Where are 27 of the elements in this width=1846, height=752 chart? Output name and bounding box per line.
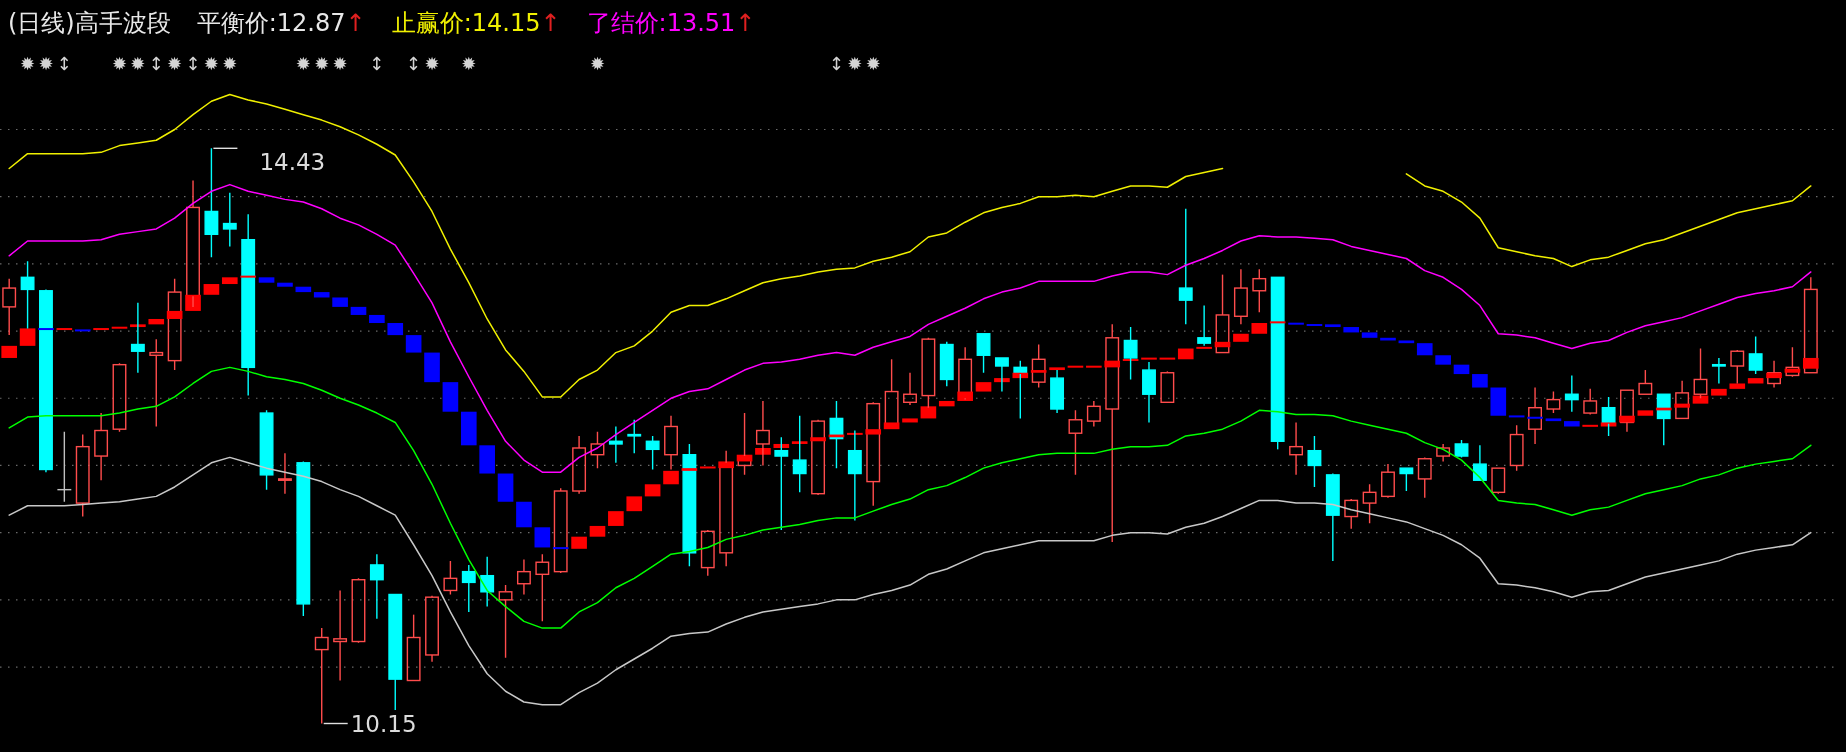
x-tick-label: ✹ bbox=[167, 53, 183, 74]
title: (日线)高手波段 bbox=[8, 9, 171, 37]
annotation: 平衡价:12.87↑ bbox=[196, 9, 366, 37]
x-tick-label: ✹ bbox=[111, 53, 128, 74]
x-tick-label: ✹ bbox=[314, 53, 330, 74]
x-tick-label: ✹ bbox=[589, 53, 605, 74]
x-tick-label: ✹ bbox=[203, 53, 219, 74]
x-tick-label: ↕ bbox=[369, 53, 385, 74]
x-tick-label: ✹ bbox=[332, 53, 348, 74]
x-tick-label: ✹ bbox=[222, 53, 238, 74]
x-tick-label: ✹ bbox=[295, 53, 311, 74]
x-tick-label: ✹ bbox=[38, 53, 54, 74]
legend-entry: 止赢价:14.15↑ bbox=[391, 9, 561, 37]
x-tick-label: ✹ bbox=[424, 53, 440, 74]
x-tick-label: ↕ bbox=[828, 53, 844, 74]
x-tick-label: ✹ bbox=[461, 53, 477, 74]
annotation: 10.15 bbox=[350, 710, 417, 737]
x-tick-label: ✹ bbox=[130, 53, 146, 74]
annotation: 14.43 bbox=[259, 149, 326, 176]
x-tick-label: ↕ bbox=[185, 53, 201, 74]
x-tick-label: ↕ bbox=[148, 53, 164, 74]
x-tick-label: ↕ bbox=[406, 53, 422, 74]
x-tick-label: ✹ bbox=[847, 53, 863, 74]
x-tick-label: ↕ bbox=[56, 53, 72, 74]
x-tick-label: ✹ bbox=[20, 53, 36, 74]
x-tick-label: ✹ bbox=[865, 53, 881, 74]
legend-entry: 了结价:13.51↑ bbox=[586, 9, 756, 37]
